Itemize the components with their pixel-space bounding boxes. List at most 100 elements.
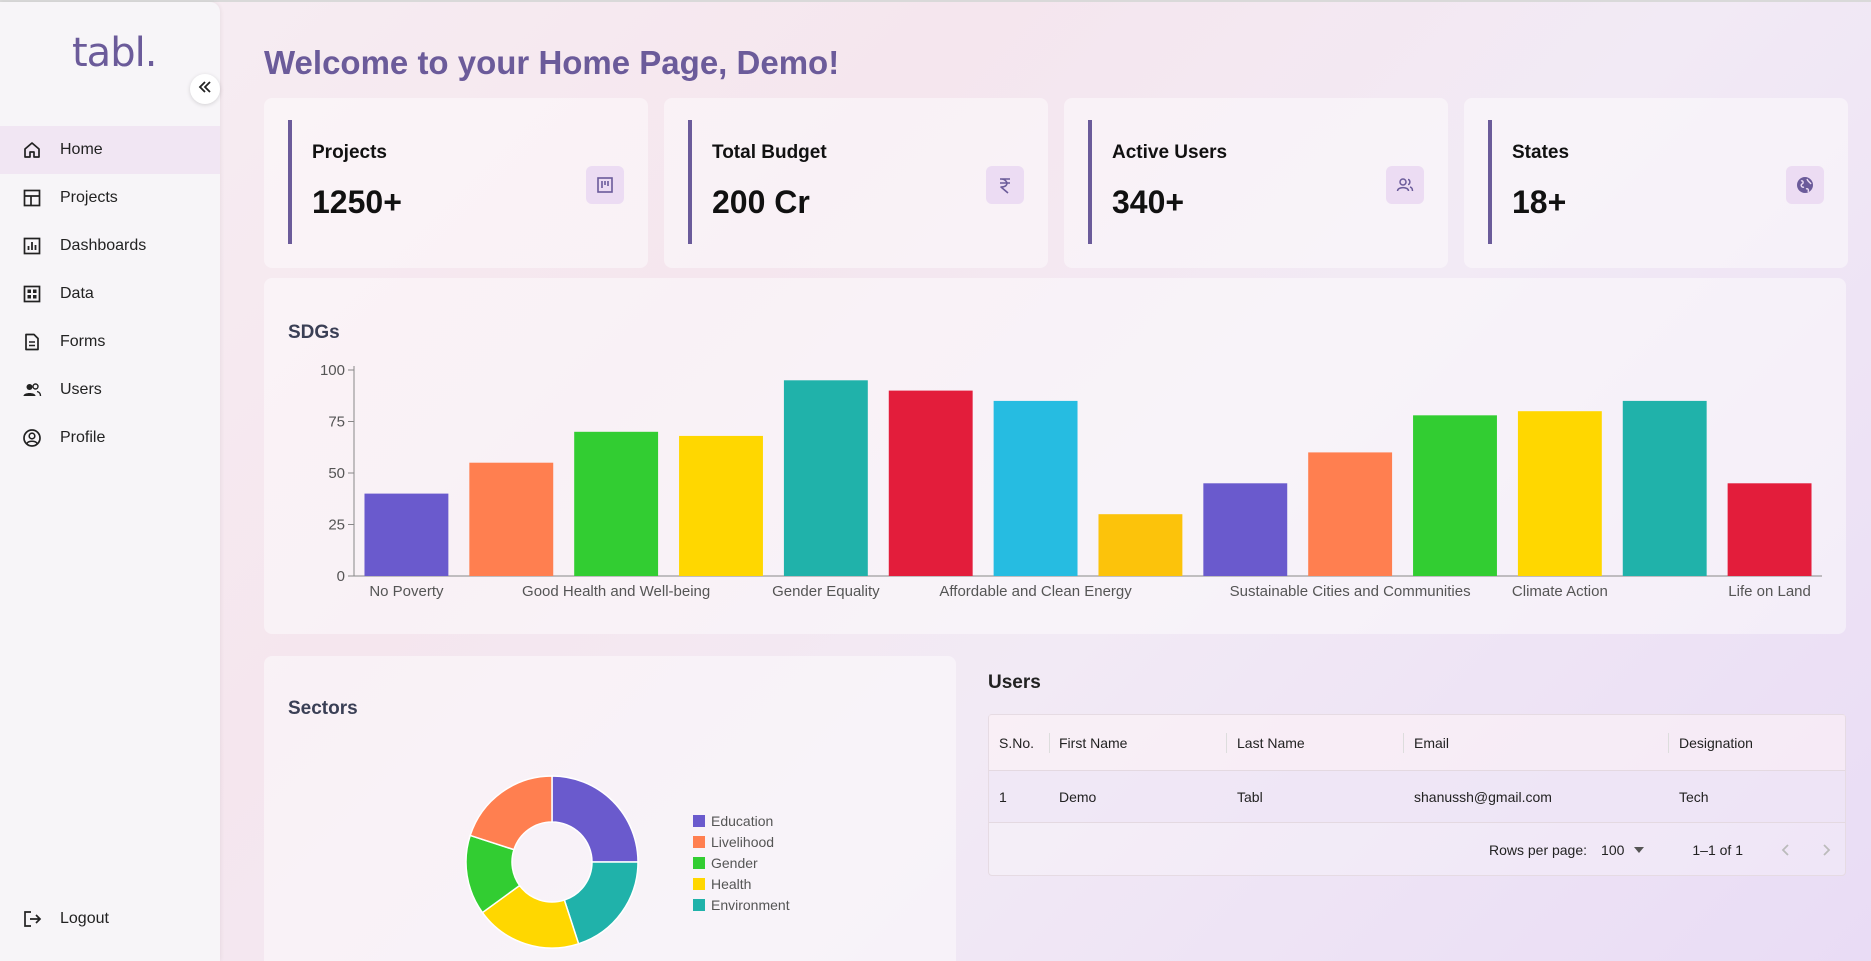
pagination-range: 1–1 of 1 bbox=[1692, 842, 1743, 858]
sidebar-item-label: Projects bbox=[60, 189, 118, 206]
bar[interactable] bbox=[364, 493, 449, 576]
bar[interactable] bbox=[1308, 452, 1393, 576]
legend-swatch bbox=[693, 898, 705, 911]
legend-item: Environment bbox=[693, 894, 790, 915]
profile-icon bbox=[20, 426, 44, 450]
x-tick-label: No Poverty bbox=[369, 583, 444, 600]
sidebar-item-data[interactable]: Data bbox=[0, 270, 220, 318]
sidebar-item-label: Forms bbox=[60, 333, 106, 350]
bar[interactable] bbox=[1727, 483, 1812, 576]
column-separator[interactable] bbox=[1226, 733, 1227, 753]
users-icon bbox=[20, 378, 44, 402]
bar[interactable] bbox=[1203, 483, 1288, 576]
sectors-panel: Sectors Education Livelihood Gender Heal… bbox=[264, 656, 956, 961]
sidebar-item-projects[interactable]: Projects bbox=[0, 174, 220, 222]
chevron-left-icon bbox=[1779, 843, 1793, 857]
sidebar-item-label: Users bbox=[60, 381, 102, 398]
legend-label: Gender bbox=[711, 854, 758, 871]
sdgs-panel: SDGs 0 25 50 75 100 No Poverty Good Health and… bbox=[264, 278, 1846, 634]
double-chevron-left-icon bbox=[197, 79, 213, 100]
legend-item: Livelihood bbox=[693, 831, 790, 852]
stat-label: Total Budget bbox=[712, 142, 827, 163]
stat-label: States bbox=[1512, 142, 1570, 163]
bar[interactable] bbox=[469, 462, 554, 576]
column-header-first-name[interactable]: First Name bbox=[1059, 734, 1128, 751]
stat-value: 18+ bbox=[1512, 184, 1567, 220]
sidebar-item-dashboards[interactable]: Dashboards bbox=[0, 222, 220, 270]
bar[interactable] bbox=[574, 431, 659, 576]
chevron-right-icon bbox=[1819, 843, 1833, 857]
bar[interactable] bbox=[1622, 400, 1707, 576]
sidebar-item-users[interactable]: Users bbox=[0, 366, 220, 414]
prev-page-button[interactable] bbox=[1779, 843, 1793, 857]
pie-slice-environment[interactable] bbox=[563, 861, 639, 945]
caret-down-icon bbox=[1634, 847, 1645, 853]
bar[interactable] bbox=[993, 400, 1078, 576]
top-border bbox=[0, 0, 1871, 2]
column-header-last-name[interactable]: Last Name bbox=[1237, 734, 1305, 751]
sidebar-item-label: Dashboards bbox=[60, 237, 147, 254]
legend-label: Livelihood bbox=[711, 833, 775, 850]
bar[interactable] bbox=[783, 380, 868, 576]
cell-last-name: Tabl bbox=[1237, 788, 1263, 805]
kanban-icon bbox=[586, 166, 624, 204]
y-tick-label: 100 bbox=[320, 362, 345, 379]
logout-area: Logout bbox=[0, 895, 220, 943]
legend-item: Health bbox=[693, 873, 790, 894]
x-tick-label: Life on Land bbox=[1728, 583, 1811, 600]
cell-email: shanussh@gmail.com bbox=[1414, 788, 1552, 805]
next-page-button[interactable] bbox=[1819, 843, 1833, 857]
logout-icon bbox=[20, 907, 44, 931]
logout-button[interactable]: Logout bbox=[0, 895, 220, 943]
logo: tabl. bbox=[72, 30, 157, 76]
cell-designation: Tech bbox=[1679, 788, 1709, 805]
sdgs-title: SDGs bbox=[288, 322, 340, 343]
rows-per-page-select[interactable]: 100 bbox=[1601, 842, 1645, 858]
x-tick-label: Good Health and Well-being bbox=[522, 583, 710, 600]
legend-label: Environment bbox=[711, 896, 790, 913]
collapse-sidebar-button[interactable] bbox=[190, 74, 220, 104]
sidebar-item-home[interactable]: Home bbox=[0, 126, 220, 174]
legend-label: Health bbox=[711, 875, 752, 892]
bar[interactable] bbox=[1098, 514, 1183, 576]
column-separator[interactable] bbox=[1049, 733, 1050, 753]
sectors-legend: Education Livelihood Gender Health Envir… bbox=[693, 810, 790, 915]
users-title: Users bbox=[988, 672, 1041, 693]
column-header-sno[interactable]: S.No. bbox=[999, 734, 1035, 751]
table-row[interactable]: 1 Demo Tabl shanussh@gmail.com Tech bbox=[989, 771, 1845, 823]
column-separator[interactable] bbox=[1668, 733, 1669, 753]
bar[interactable] bbox=[1413, 415, 1497, 576]
table-pagination: Rows per page: 100 1–1 of 1 bbox=[989, 823, 1845, 877]
x-tick-label: Sustainable Cities and Communities bbox=[1230, 583, 1471, 600]
column-separator[interactable] bbox=[1403, 733, 1404, 753]
sectors-donut-chart bbox=[465, 775, 639, 949]
legend-swatch bbox=[693, 835, 705, 848]
pie-slice-education[interactable] bbox=[551, 775, 639, 863]
sidebar-item-profile[interactable]: Profile bbox=[0, 414, 220, 462]
cell-sno: 1 bbox=[999, 788, 1007, 805]
column-header-designation[interactable]: Designation bbox=[1679, 734, 1753, 751]
legend-swatch bbox=[693, 814, 705, 827]
stat-card-states: States 18+ bbox=[1464, 98, 1848, 268]
grid-icon bbox=[20, 282, 44, 306]
stat-value: 200 Cr bbox=[712, 184, 810, 220]
legend-item: Gender bbox=[693, 852, 790, 873]
column-header-email[interactable]: Email bbox=[1414, 734, 1450, 751]
bar[interactable] bbox=[888, 390, 973, 576]
bar[interactable] bbox=[1517, 411, 1602, 576]
y-tick-label: 25 bbox=[328, 517, 345, 534]
pie-slice-livelihood[interactable] bbox=[469, 775, 553, 851]
sidebar-item-forms[interactable]: Forms bbox=[0, 318, 220, 366]
y-tick-label: 50 bbox=[328, 465, 345, 482]
y-tick-label: 75 bbox=[328, 414, 345, 431]
users-icon bbox=[1386, 166, 1424, 204]
sidebar-item-label: Home bbox=[60, 141, 103, 158]
legend-item: Education bbox=[693, 810, 790, 831]
stat-label: Projects bbox=[312, 142, 387, 163]
card-accent-bar bbox=[688, 120, 692, 244]
home-icon bbox=[20, 138, 44, 162]
users-table: S.No. First Name Last Name Email Designa… bbox=[988, 714, 1846, 876]
bar[interactable] bbox=[679, 435, 763, 576]
cell-first-name: Demo bbox=[1059, 788, 1097, 805]
sidebar-nav: Home Projects Dashboards Data Forms bbox=[0, 126, 220, 462]
